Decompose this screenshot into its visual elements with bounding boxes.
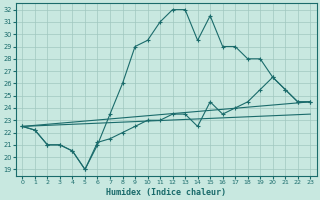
X-axis label: Humidex (Indice chaleur): Humidex (Indice chaleur) — [106, 188, 226, 197]
